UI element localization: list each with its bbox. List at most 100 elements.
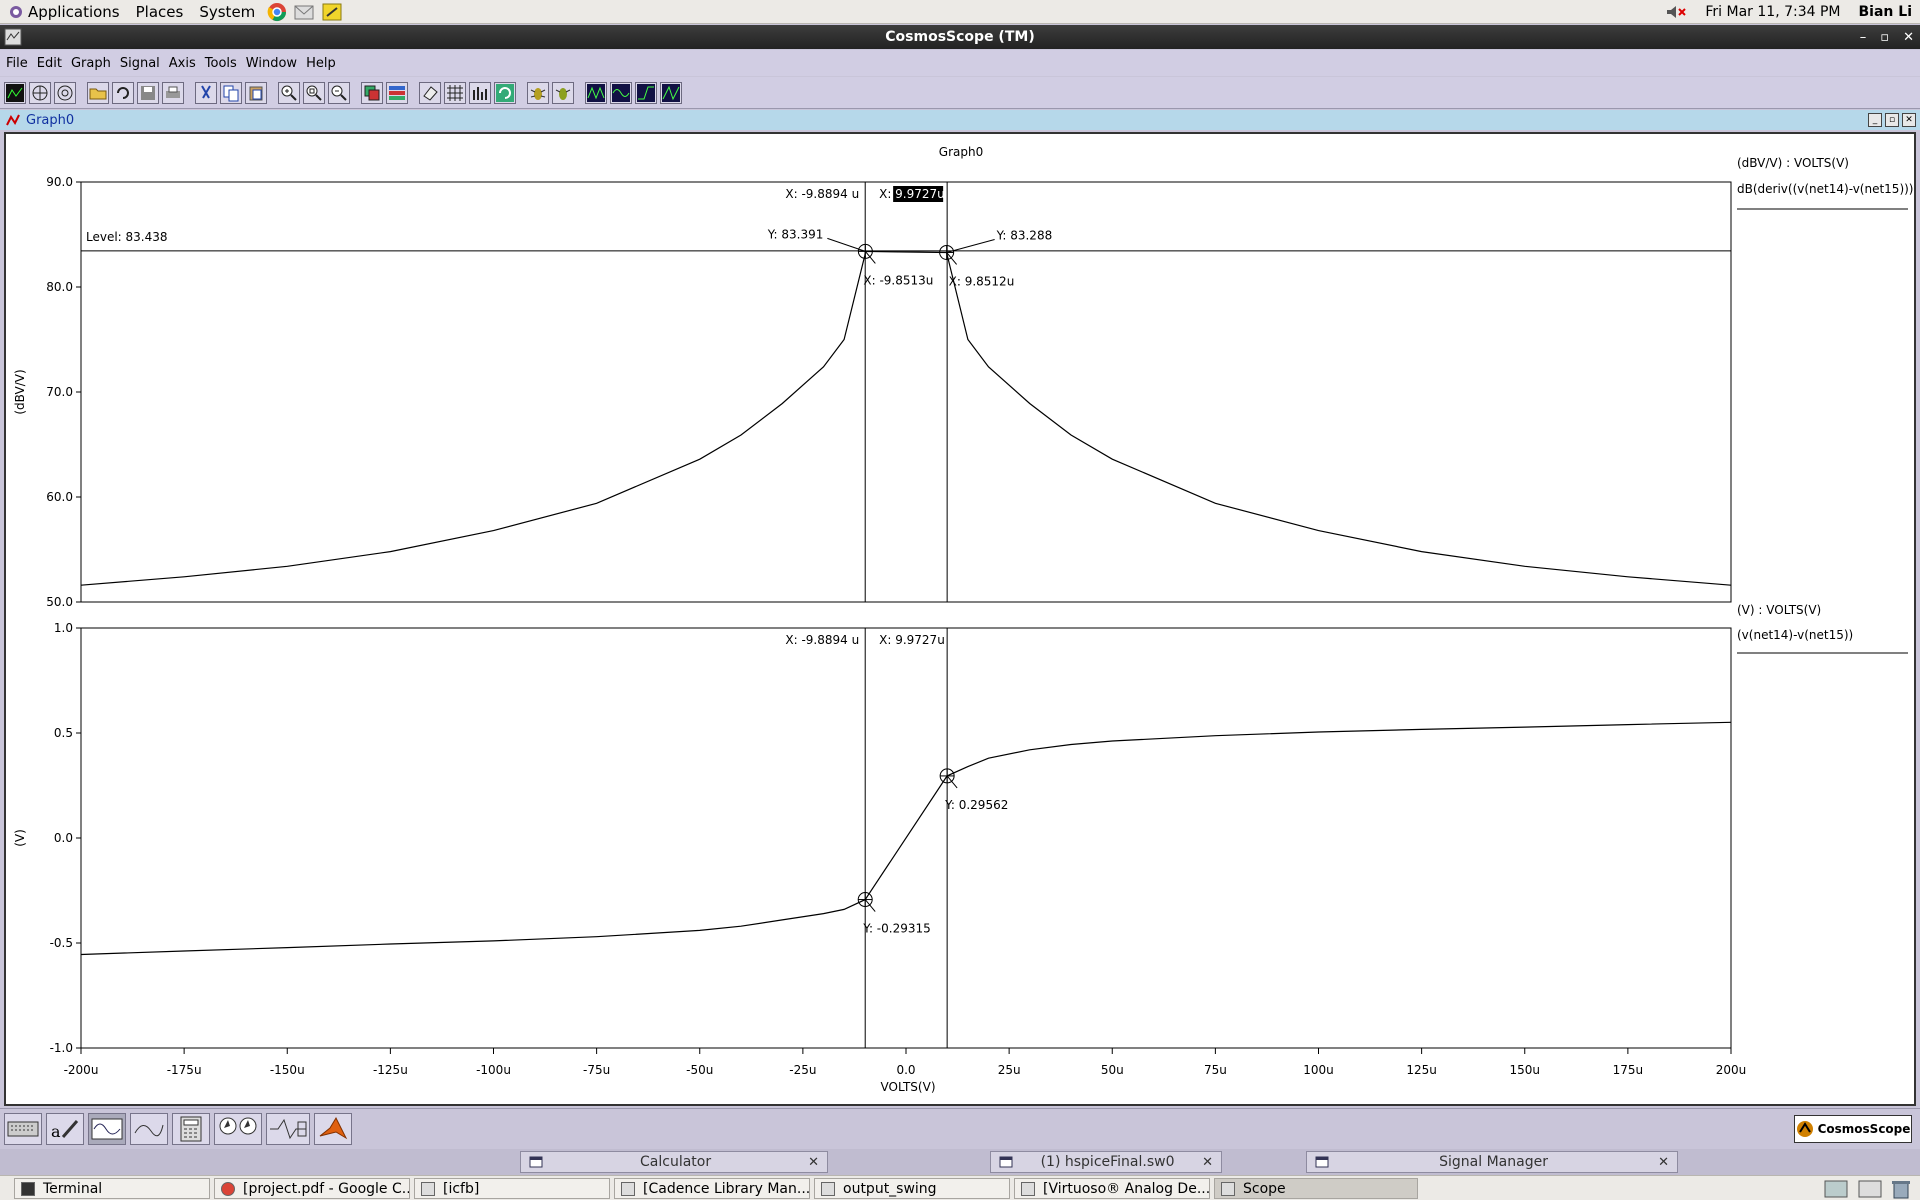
plot-canvas[interactable]: Graph0 90.0 80.0 70.0 60.0 50.0 (dBV/V) Level:… bbox=[6, 134, 1914, 1104]
x-tick-label: 100u bbox=[1303, 1063, 1334, 1077]
polar-chart-icon[interactable] bbox=[54, 81, 76, 104]
terminal-icon bbox=[21, 1181, 35, 1196]
user-name[interactable]: Bian Li bbox=[1858, 3, 1912, 20]
x-axis: -200u -175u -150u -125u -100u -75u -50u -25u 0.0… bbox=[64, 1048, 1746, 1077]
task-icfb[interactable]: [icfb] bbox=[414, 1178, 610, 1199]
window-icon bbox=[999, 1156, 1013, 1168]
system-top-bar: Applications Places System Fri Mar 11, 7… bbox=[0, 0, 1920, 24]
menu-tools[interactable]: Tools bbox=[204, 55, 237, 71]
probe-icon[interactable] bbox=[130, 1112, 168, 1145]
cosmosscope-logo: CosmosScope bbox=[1794, 1115, 1912, 1143]
maximize-icon[interactable]: ▫ bbox=[1880, 29, 1890, 45]
dock-signal-manager[interactable]: Signal Manager ✕ bbox=[1306, 1151, 1678, 1173]
task-terminal[interactable]: Terminal bbox=[14, 1178, 210, 1199]
bug-icon[interactable] bbox=[527, 81, 549, 104]
top-legend-entry[interactable]: dB(deriv((v(net14)-v(net15)))) bbox=[1737, 182, 1914, 196]
wave-rise-icon[interactable] bbox=[635, 81, 657, 104]
annotate-pen-icon[interactable]: a bbox=[46, 1112, 84, 1145]
y-tick-label: 0.5 bbox=[54, 726, 73, 740]
chrome-icon[interactable] bbox=[267, 2, 287, 22]
menu-signal[interactable]: Signal bbox=[119, 55, 160, 71]
new-graph-icon[interactable] bbox=[4, 81, 26, 104]
smith-chart-icon[interactable] bbox=[29, 81, 51, 104]
bottom-legend-entry[interactable]: (v(net14)-v(net15)) bbox=[1737, 628, 1853, 642]
volume-muted-icon[interactable] bbox=[1665, 4, 1687, 20]
graph-window-header[interactable]: Graph0 _ ▫ ✕ bbox=[0, 110, 1920, 130]
y-tick-label: -0.5 bbox=[50, 936, 73, 950]
print-icon[interactable] bbox=[162, 81, 184, 104]
reload-icon[interactable] bbox=[112, 81, 134, 104]
minimize-icon[interactable]: – bbox=[1859, 29, 1867, 45]
circuit-icon[interactable] bbox=[266, 1112, 310, 1145]
bug-step-icon[interactable] bbox=[552, 81, 574, 104]
plot-area[interactable]: Graph0 90.0 80.0 70.0 60.0 50.0 (dBV/V) Level:… bbox=[4, 132, 1916, 1106]
dock-close-icon[interactable]: ✕ bbox=[1202, 1154, 1213, 1170]
grid-icon[interactable] bbox=[444, 81, 466, 104]
menu-file[interactable]: File bbox=[6, 55, 28, 71]
eraser-icon[interactable] bbox=[419, 81, 441, 104]
wave-compare-icon[interactable] bbox=[610, 81, 632, 104]
paste-icon[interactable] bbox=[245, 81, 267, 104]
graph-close-icon[interactable]: ✕ bbox=[1902, 113, 1916, 127]
series-line[interactable] bbox=[80, 721, 1732, 956]
marker-y-label: Y: 83.288 bbox=[996, 228, 1053, 242]
task-scope[interactable]: Scope bbox=[1214, 1178, 1418, 1199]
strip-icon[interactable] bbox=[386, 81, 408, 104]
menu-places[interactable]: Places bbox=[135, 2, 184, 21]
dock-close-icon[interactable]: ✕ bbox=[808, 1154, 819, 1170]
menu-applications[interactable]: Applications bbox=[28, 2, 120, 21]
menu-axis[interactable]: Axis bbox=[168, 55, 196, 71]
dock-calculator[interactable]: Calculator ✕ bbox=[520, 1151, 828, 1173]
measure-tool-icon[interactable] bbox=[214, 1112, 262, 1145]
cursor-x-label: X: -9.8894 u bbox=[785, 187, 859, 201]
workspace-switcher-icon[interactable] bbox=[1824, 1180, 1848, 1198]
task-output-swing[interactable]: output_swing bbox=[814, 1178, 1010, 1199]
task-project-pdf[interactable]: [project.pdf - Google C... bbox=[214, 1178, 410, 1199]
trash-icon[interactable] bbox=[1890, 1179, 1912, 1199]
matlab-icon[interactable] bbox=[314, 1112, 352, 1145]
menu-system[interactable]: System bbox=[199, 2, 256, 21]
marker-leader bbox=[864, 251, 876, 264]
task-virtuoso[interactable]: [Virtuoso® Analog De... bbox=[1014, 1178, 1210, 1199]
zoom-in-icon[interactable] bbox=[278, 81, 300, 104]
stack-icon[interactable] bbox=[361, 81, 383, 104]
cut-icon[interactable] bbox=[195, 81, 217, 104]
x-tick-label: 75u bbox=[1204, 1063, 1227, 1077]
zoom-out-icon[interactable] bbox=[328, 81, 350, 104]
copy-icon[interactable] bbox=[220, 81, 242, 104]
dock-hspice[interactable]: (1) hspiceFinal.sw0 ✕ bbox=[990, 1151, 1222, 1173]
menu-window[interactable]: Window bbox=[245, 55, 298, 71]
marker-y-label: Y: -0.29315 bbox=[862, 922, 931, 936]
mail-icon[interactable] bbox=[293, 2, 315, 22]
y-tick-label: 80.0 bbox=[46, 280, 73, 294]
docked-panels: Calculator ✕ (1) hspiceFinal.sw0 ✕ Signa… bbox=[0, 1149, 1920, 1175]
show-desktop-icon[interactable] bbox=[1858, 1180, 1882, 1198]
task-cadence-library[interactable]: [Cadence Library Man... bbox=[614, 1178, 810, 1199]
graph-minimize-icon[interactable]: _ bbox=[1868, 113, 1882, 127]
series-line[interactable] bbox=[80, 250, 1732, 586]
window-icon bbox=[1021, 1181, 1035, 1196]
close-icon[interactable]: ✕ bbox=[1903, 29, 1914, 45]
notes-icon[interactable] bbox=[321, 2, 343, 22]
graph-restore-icon[interactable]: ▫ bbox=[1885, 113, 1899, 127]
keyboard-icon[interactable] bbox=[4, 1112, 42, 1145]
wave-measure-icon[interactable] bbox=[585, 81, 607, 104]
refresh-icon[interactable] bbox=[494, 81, 516, 104]
menu-help[interactable]: Help bbox=[306, 55, 336, 71]
cursor-x-prefix: X: bbox=[879, 187, 891, 201]
x-tick-label: 50u bbox=[1101, 1063, 1124, 1077]
waveform-icon[interactable] bbox=[88, 1112, 126, 1145]
wave-fall-icon[interactable] bbox=[660, 81, 682, 104]
cursor-x-label: X: -9.8894 u bbox=[785, 633, 859, 647]
marker-leader bbox=[946, 238, 995, 253]
save-icon[interactable] bbox=[137, 81, 159, 104]
open-folder-icon[interactable] bbox=[87, 81, 109, 104]
zoom-fit-icon[interactable] bbox=[303, 81, 325, 104]
clock[interactable]: Fri Mar 11, 7:34 PM bbox=[1705, 3, 1841, 20]
menu-graph[interactable]: Graph bbox=[70, 55, 111, 71]
menu-edit[interactable]: Edit bbox=[36, 55, 62, 71]
bar-icon[interactable] bbox=[469, 81, 491, 104]
calculator-icon[interactable] bbox=[172, 1112, 210, 1145]
window-title-bar[interactable]: CosmosScope (TM) – ▫ ✕ bbox=[0, 25, 1920, 49]
dock-close-icon[interactable]: ✕ bbox=[1658, 1154, 1669, 1170]
